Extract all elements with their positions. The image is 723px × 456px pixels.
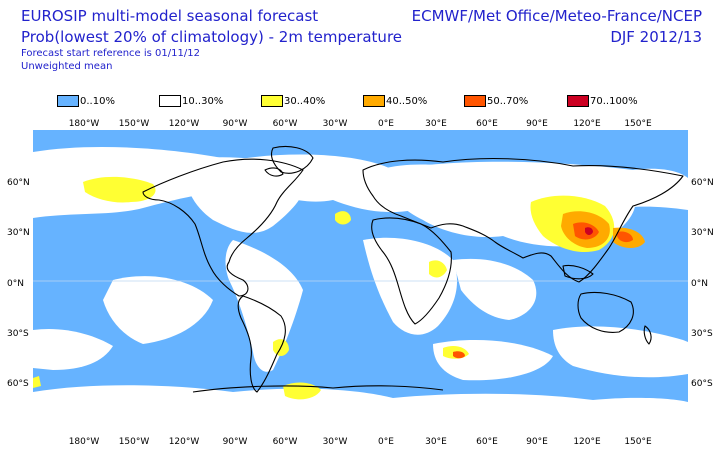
lon-tick-top: 60°E: [476, 119, 498, 129]
map-title: EUROSIP multi-model seasonal forecast: [21, 7, 319, 25]
legend-swatch: [363, 95, 385, 107]
legend: 0..10% 10..30% 30..40% 40..50% 50..70% 7…: [0, 94, 723, 108]
forecast-start-reference: Forecast start reference is 01/11/12: [21, 48, 200, 59]
legend-swatch: [261, 95, 283, 107]
legend-label: 40..50%: [386, 95, 428, 107]
lon-tick-bottom: 90°W: [222, 437, 248, 447]
lon-tick-bottom: 150°W: [118, 437, 150, 447]
lon-tick-top: 150°E: [624, 119, 652, 129]
lon-tick-bottom: 60°E: [476, 437, 498, 447]
mean-type-label: Unweighted mean: [21, 61, 113, 72]
season-label: DJF 2012/13: [610, 28, 702, 46]
prob-70-100-regions: [585, 227, 593, 235]
legend-item: 10..30%: [159, 94, 223, 108]
lat-tick-right: 30°N: [691, 228, 714, 238]
coastlines: [142, 145, 684, 393]
lon-tick-top: 90°E: [526, 119, 548, 129]
map-subtitle: Prob(lowest 20% of climatology) - 2m tem…: [21, 28, 403, 46]
lat-tick-left: 60°N: [7, 178, 30, 188]
lat-tick-left: 60°S: [7, 379, 29, 389]
legend-label: 30..40%: [284, 95, 326, 107]
lon-tick-top: 180°W: [68, 119, 100, 129]
lat-tick-right: 60°N: [691, 178, 714, 188]
centres-label: ECMWF/Met Office/Meteo-France/NCEP: [411, 7, 702, 25]
lon-tick-bottom: 120°E: [573, 437, 601, 447]
lon-tick-top: 30°E: [425, 119, 447, 129]
lon-tick-bottom: 30°E: [425, 437, 447, 447]
legend-item: 40..50%: [363, 94, 427, 108]
legend-swatch: [464, 95, 486, 107]
legend-label: 10..30%: [182, 95, 224, 107]
lon-tick-top: 30°W: [322, 119, 348, 129]
legend-swatch: [57, 95, 79, 107]
lon-tick-top: 90°W: [222, 119, 248, 129]
probability-map: [33, 130, 688, 432]
lon-tick-bottom: 60°W: [272, 437, 298, 447]
legend-item: 0..10%: [57, 94, 115, 108]
lon-tick-top: 120°E: [573, 119, 601, 129]
lon-tick-bottom: 180°W: [68, 437, 100, 447]
legend-label: 0..10%: [80, 95, 115, 107]
lon-tick-top: 120°W: [168, 119, 200, 129]
lon-tick-top: 150°W: [118, 119, 150, 129]
lon-tick-bottom: 150°E: [624, 437, 652, 447]
lat-tick-left: 30°N: [7, 228, 30, 238]
legend-label: 70..100%: [590, 95, 638, 107]
lon-tick-top: 0°E: [378, 119, 394, 129]
legend-item: 70..100%: [567, 94, 638, 108]
lon-tick-bottom: 90°E: [526, 437, 548, 447]
legend-swatch: [159, 95, 181, 107]
lon-tick-bottom: 0°E: [378, 437, 394, 447]
lat-tick-right: 60°S: [691, 379, 713, 389]
legend-label: 50..70%: [487, 95, 529, 107]
legend-item: 50..70%: [464, 94, 528, 108]
lon-tick-top: 60°W: [272, 119, 298, 129]
legend-item: 30..40%: [261, 94, 325, 108]
lat-tick-left: 0°N: [7, 279, 24, 289]
lat-tick-left: 30°S: [7, 329, 29, 339]
lon-tick-bottom: 120°W: [168, 437, 200, 447]
lon-tick-bottom: 30°W: [322, 437, 348, 447]
legend-swatch: [567, 95, 589, 107]
lat-tick-right: 0°N: [691, 279, 708, 289]
lat-tick-right: 30°S: [691, 329, 713, 339]
